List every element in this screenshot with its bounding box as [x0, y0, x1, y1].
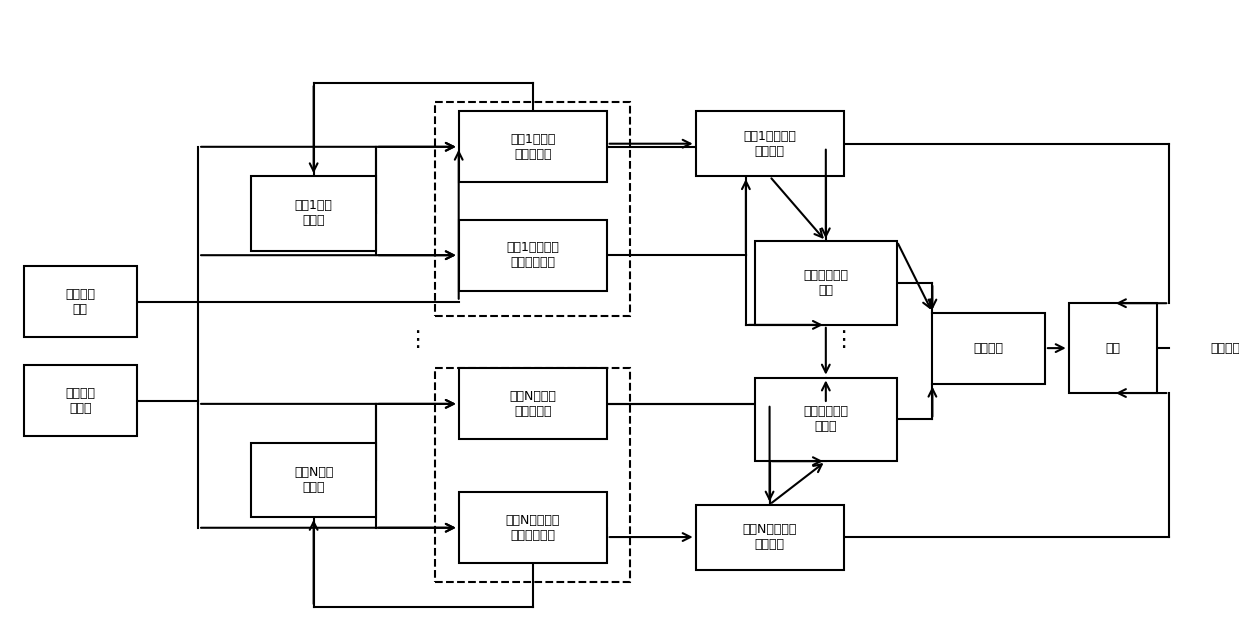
FancyBboxPatch shape: [458, 492, 607, 563]
FancyBboxPatch shape: [695, 111, 844, 176]
Text: 位置量测
转换: 位置量测 转换: [66, 288, 95, 316]
FancyBboxPatch shape: [458, 111, 607, 182]
FancyBboxPatch shape: [252, 442, 375, 517]
Text: 模型N的多普勒
伪状态滤波器: 模型N的多普勒 伪状态滤波器: [506, 514, 560, 542]
Text: 模型1的输
入交互: 模型1的输 入交互: [295, 199, 332, 228]
FancyBboxPatch shape: [695, 504, 844, 569]
FancyBboxPatch shape: [458, 219, 607, 291]
Text: ⋮: ⋮: [406, 331, 429, 351]
FancyBboxPatch shape: [933, 312, 1044, 384]
FancyBboxPatch shape: [252, 176, 375, 251]
Text: 计算多普勒模
型概率: 计算多普勒模 型概率: [803, 406, 849, 433]
FancyBboxPatch shape: [458, 368, 607, 439]
FancyBboxPatch shape: [435, 102, 631, 316]
Text: 加权: 加权: [1105, 342, 1120, 354]
FancyBboxPatch shape: [24, 266, 136, 338]
Text: 状态输出: 状态输出: [1211, 342, 1239, 354]
FancyBboxPatch shape: [755, 378, 897, 461]
Text: 模型N的位置
状态滤波器: 模型N的位置 状态滤波器: [509, 390, 556, 418]
Text: 模型N的状态融
合滤波器: 模型N的状态融 合滤波器: [742, 523, 797, 551]
Text: ⋮: ⋮: [833, 331, 855, 351]
Text: 多普勒量
测转换: 多普勒量 测转换: [66, 387, 95, 415]
FancyBboxPatch shape: [755, 241, 897, 325]
Text: 模型1的多普勒
伪状态滤波器: 模型1的多普勒 伪状态滤波器: [507, 241, 559, 269]
Text: 模型1的位置
状态滤波器: 模型1的位置 状态滤波器: [510, 132, 555, 161]
Text: 平均概率: 平均概率: [974, 342, 1004, 354]
FancyBboxPatch shape: [435, 368, 631, 582]
FancyBboxPatch shape: [1068, 303, 1157, 393]
Text: 模型N的输
入交互: 模型N的输 入交互: [294, 466, 333, 494]
Text: 计算位置模型
概率: 计算位置模型 概率: [803, 269, 849, 297]
FancyBboxPatch shape: [24, 365, 136, 436]
Text: 模型1的状态融
合滤波器: 模型1的状态融 合滤波器: [743, 130, 795, 158]
